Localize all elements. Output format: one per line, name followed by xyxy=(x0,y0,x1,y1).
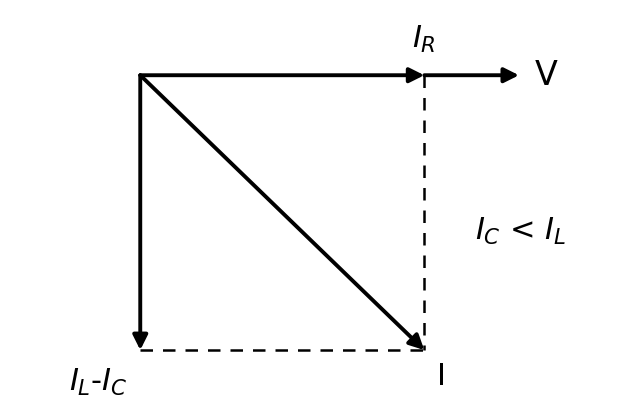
Text: $I_R$: $I_R$ xyxy=(412,24,436,55)
Text: $I_C$ < $I_L$: $I_C$ < $I_L$ xyxy=(475,216,566,247)
Text: $I_L$-$I_C$: $I_L$-$I_C$ xyxy=(69,366,127,398)
Text: V: V xyxy=(534,59,558,92)
Text: I: I xyxy=(437,362,446,392)
